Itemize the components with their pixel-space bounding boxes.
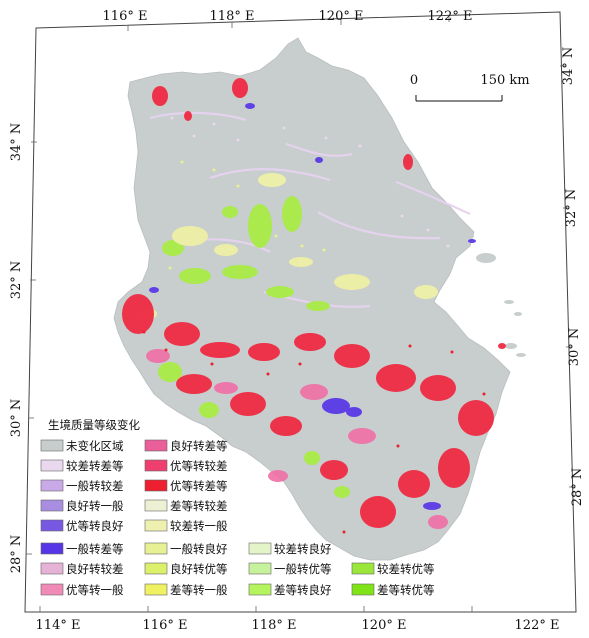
legend-label: 未变化区域	[66, 439, 124, 453]
bottom-axis-label: 116° E	[143, 618, 188, 633]
legend-swatch	[248, 562, 272, 575]
legend-swatch	[40, 499, 64, 512]
legend-swatch	[40, 459, 64, 472]
graticule-ticks	[26, 16, 575, 612]
bottom-axis-label: 114° E	[36, 618, 81, 633]
legend-label: 差等转优等	[377, 583, 435, 597]
legend-swatch	[40, 519, 64, 532]
legend-label: 优等转良好	[66, 519, 124, 533]
legend-label: 差等转良好	[274, 583, 332, 597]
legend-swatch	[351, 562, 375, 575]
legend-swatch	[144, 562, 168, 575]
top-axis-label: 116° E	[103, 9, 148, 24]
legend-label: 较差转差等	[66, 459, 124, 473]
top-axis-label: 120° E	[319, 9, 364, 24]
right-axis: 34° N 32° N 30° N 28° N	[561, 47, 585, 507]
legend-swatch	[144, 499, 168, 512]
legend-swatch	[144, 439, 168, 452]
legend-label: 差等转一般	[170, 583, 228, 597]
legend-label: 一般转较差	[66, 479, 124, 493]
legend-swatch	[248, 583, 272, 596]
scale-bar-end: 150 km	[480, 73, 529, 88]
blue-decline-patches	[149, 103, 476, 510]
legend-swatch	[144, 479, 168, 492]
legend-label: 良好转一般	[66, 499, 124, 513]
left-axis: 34° N 32° N 30° N 28° N	[9, 123, 24, 574]
legend-swatch	[40, 583, 64, 596]
coastal-fragments	[458, 232, 526, 357]
top-axis-label: 122° E	[428, 9, 473, 24]
legend-swatch	[248, 542, 272, 555]
legend-label: 一般转优等	[274, 562, 332, 576]
legend-label: 优等转较差	[170, 459, 228, 473]
green-improvement-patches	[158, 196, 350, 498]
landmass-region	[113, 37, 511, 561]
legend-label: 差等转较差	[170, 499, 228, 513]
legend-label: 良好转差等	[170, 439, 228, 453]
top-axis-label: 118° E	[210, 9, 255, 24]
legend-swatch	[40, 439, 64, 452]
right-axis-label: 34° N	[561, 47, 576, 86]
legend-label: 良好转优等	[170, 562, 228, 576]
legend-title: 生境质量等级变化	[48, 418, 140, 432]
legend-label: 一般转良好	[170, 542, 228, 556]
left-axis-label: 34° N	[9, 123, 24, 162]
speckle-overlay	[142, 116, 486, 534]
legend-column-2: 良好转差等 优等转较差 优等转差等 差等转较差 较差转一般 一般转良好 良好转优…	[144, 439, 228, 597]
legend-swatch	[40, 479, 64, 492]
legend-label: 优等转差等	[170, 479, 228, 493]
scale-bar: 0 150 km	[410, 73, 530, 102]
legend-swatch	[144, 583, 168, 596]
scale-bar-start: 0	[410, 73, 418, 88]
pink-decline-patches	[146, 349, 448, 529]
legend-column-1: 未变化区域 较差转差等 一般转较差 良好转一般 优等转良好 一般转差等 良好转较…	[40, 439, 124, 597]
bottom-axis: 114° E 116° E 118° E 120° E 122° E	[36, 618, 560, 633]
right-axis-label: 30° N	[567, 328, 582, 367]
legend-label: 较差转良好	[274, 542, 332, 556]
legend-swatch	[144, 459, 168, 472]
legend-label: 较差转一般	[170, 519, 228, 533]
bottom-axis-label: 122° E	[515, 618, 560, 633]
legend-label: 较差转优等	[377, 562, 435, 576]
legend-column-3: 较差转良好 一般转优等 差等转良好	[248, 542, 332, 597]
top-axis: 116° E 118° E 120° E 122° E	[103, 9, 473, 24]
bottom-axis-label: 120° E	[362, 618, 407, 633]
red-decline-patches	[122, 78, 506, 528]
bottom-axis-label: 118° E	[252, 618, 297, 633]
left-axis-label: 28° N	[9, 535, 24, 574]
right-axis-label: 32° N	[564, 189, 579, 228]
legend-column-4: 较差转优等 差等转优等	[351, 562, 435, 597]
legend-label: 优等转一般	[66, 583, 124, 597]
legend-swatch	[144, 519, 168, 532]
purple-traces	[149, 111, 471, 308]
legend-label: 良好转较差	[66, 562, 124, 576]
legend-swatch	[144, 542, 168, 555]
left-axis-label: 32° N	[9, 261, 24, 300]
legend-swatch	[351, 583, 375, 596]
legend-label: 一般转差等	[66, 542, 124, 556]
legend-swatch	[40, 562, 64, 575]
legend-swatch	[40, 542, 64, 555]
right-axis-label: 28° N	[570, 468, 585, 507]
left-axis-label: 30° N	[9, 399, 24, 438]
